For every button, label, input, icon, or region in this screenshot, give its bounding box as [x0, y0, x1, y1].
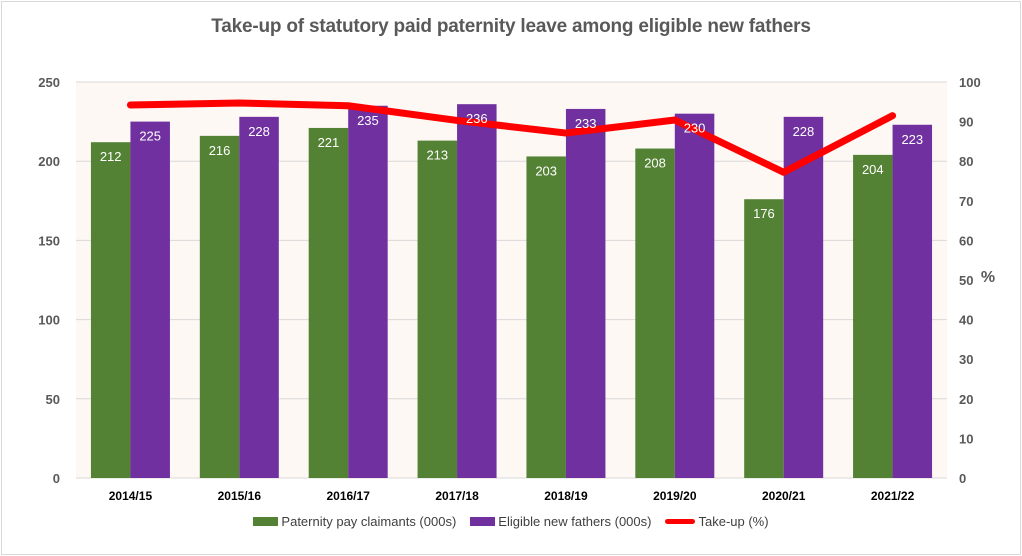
y2-tick-label: 60	[959, 233, 973, 248]
legend-swatch-claimants	[253, 517, 279, 526]
data-label: 208	[644, 156, 666, 171]
y-tick-label: 100	[38, 313, 60, 328]
data-label: 204	[862, 162, 884, 177]
x-tick-label: 2016/17	[326, 489, 370, 503]
x-tick-label: 2021/22	[871, 489, 915, 503]
x-tick-label: 2017/18	[435, 489, 479, 503]
bar-eligible	[239, 116, 279, 479]
legend-swatch-takeup	[665, 519, 696, 524]
legend-label-claimants: Paternity pay claimants (000s)	[281, 514, 457, 529]
bar-claimants	[635, 148, 675, 478]
legend: Paternity pay claimants (000s) Eligible …	[0, 514, 1022, 529]
data-label: 212	[100, 149, 122, 164]
legend-label-takeup: Take-up (%)	[698, 514, 769, 529]
legend-swatch-eligible	[470, 517, 496, 526]
bar-claimants	[199, 135, 240, 478]
bar-claimants	[526, 156, 566, 478]
x-tick-label: 2014/15	[109, 489, 153, 503]
y2-axis-title: %	[981, 269, 995, 286]
bar-eligible	[130, 121, 170, 478]
data-label: 228	[793, 124, 815, 139]
y2-tick-label: 50	[959, 273, 973, 288]
bar-claimants	[90, 142, 131, 478]
x-tick-label: 2019/20	[653, 489, 697, 503]
bar-eligible	[348, 105, 388, 478]
data-label: 225	[139, 129, 161, 144]
y-tick-label: 50	[46, 392, 60, 407]
data-label: 203	[535, 163, 557, 178]
data-label: 236	[466, 111, 488, 126]
data-label: 213	[426, 148, 448, 163]
y-tick-label: 150	[38, 233, 60, 248]
x-tick-label: 2015/16	[218, 489, 262, 503]
legend-item-eligible: Eligible new fathers (000s)	[470, 514, 651, 529]
y2-tick-label: 40	[959, 313, 973, 328]
legend-item-takeup: Take-up (%)	[665, 514, 769, 529]
data-label: 235	[357, 113, 379, 128]
y2-tick-label: 100	[959, 75, 981, 90]
y2-tick-label: 0	[959, 471, 966, 486]
data-label: 230	[684, 121, 706, 136]
y-tick-label: 200	[38, 154, 60, 169]
bar-claimants	[744, 199, 784, 478]
bar-claimants	[853, 154, 893, 478]
bar-eligible	[783, 116, 824, 479]
y-tick-label: 0	[53, 471, 60, 486]
legend-item-claimants: Paternity pay claimants (000s)	[253, 514, 456, 529]
y2-tick-label: 10	[959, 431, 973, 446]
chart-title: Take-up of statutory paid paternity leav…	[211, 16, 811, 37]
takeup-line	[126, 99, 897, 176]
x-tick-label: 2020/21	[762, 489, 806, 503]
data-label: 233	[575, 116, 597, 131]
y2-tick-label: 30	[959, 352, 973, 367]
bar-eligible	[674, 113, 715, 479]
legend-label-eligible: Eligible new fathers (000s)	[498, 514, 652, 529]
data-label: 216	[209, 143, 231, 158]
bar-eligible	[892, 124, 933, 478]
bar-claimants	[417, 140, 458, 478]
y2-tick-label: 90	[959, 115, 973, 130]
data-label: 221	[318, 135, 340, 150]
bar-eligible	[457, 104, 497, 479]
data-label: 223	[901, 132, 923, 147]
data-label: 228	[248, 124, 270, 139]
y2-tick-label: 70	[959, 194, 973, 209]
y2-tick-label: 80	[959, 154, 973, 169]
y2-tick-label: 20	[959, 392, 973, 407]
data-label: 176	[753, 206, 775, 221]
bar-eligible	[565, 108, 606, 478]
y-tick-label: 250	[38, 75, 60, 90]
x-tick-label: 2018/19	[544, 489, 588, 503]
bar-claimants	[308, 127, 349, 478]
